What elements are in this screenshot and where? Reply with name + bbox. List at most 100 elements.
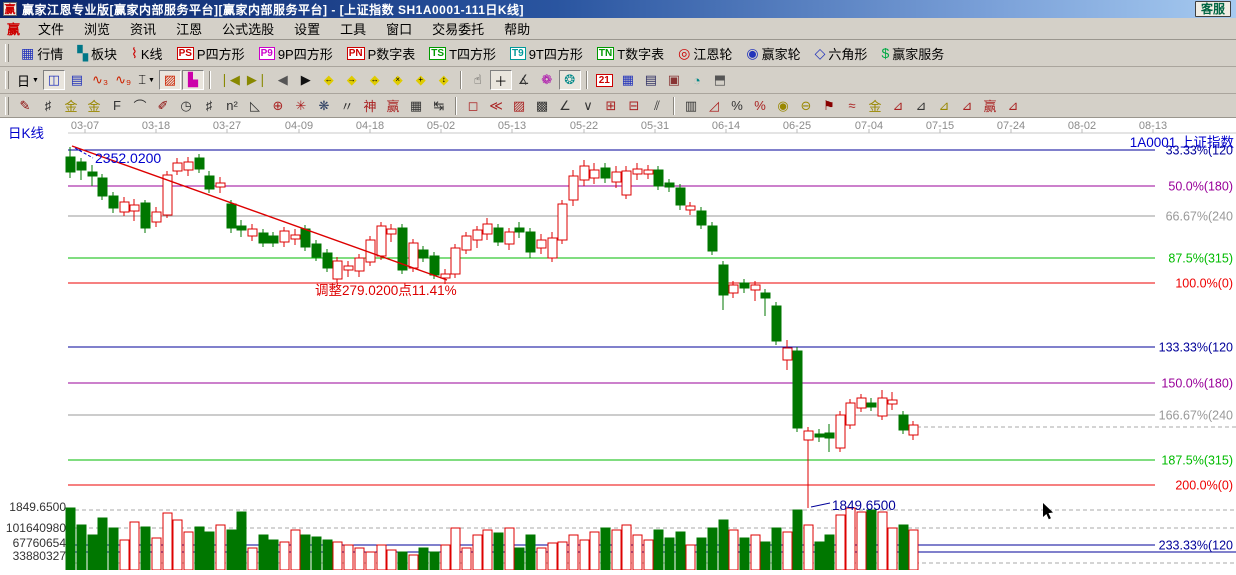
ruler-lines-icon[interactable]: ♯ [198,96,220,116]
candle[interactable] [782,347,793,361]
sectors-button[interactable]: ▚ 板块 [71,41,123,66]
gold-circle-icon[interactable]: ◉ [772,96,794,116]
world-clock-icon[interactable]: ◔ [686,70,708,90]
volume-bar[interactable] [151,537,162,571]
n-square-icon[interactable]: n² [221,96,243,116]
gann-lines-icon[interactable]: ♯ [37,96,59,116]
menu-item-2[interactable]: 资讯 [130,22,157,37]
winner-service-button[interactable]: $ 赢家服务 [875,41,950,66]
v-lines-icon[interactable]: ∨ [577,96,599,116]
toolbar-grip[interactable] [5,71,9,89]
candle[interactable] [97,177,108,197]
volume-bar[interactable] [845,507,856,571]
candle[interactable] [877,397,888,417]
candle[interactable] [536,239,547,249]
volume-bar[interactable] [183,531,194,571]
candle[interactable] [568,175,579,201]
p-number-table-button[interactable]: PN P数字表 [341,41,422,66]
shape-tool-icon[interactable]: ❁ [536,70,558,90]
volume-bar[interactable] [376,544,387,571]
f-lines-icon[interactable]: F [106,96,128,116]
toolbar-grip[interactable] [5,44,9,62]
volume-bar[interactable] [803,524,814,571]
kline-button[interactable]: ⌇ K线 [125,41,169,66]
volume-bar[interactable] [814,541,825,571]
candle[interactable] [856,397,867,409]
candle[interactable] [589,169,600,179]
volume-bar[interactable] [898,524,909,571]
volume-bar[interactable] [653,529,664,571]
candle[interactable] [653,169,664,187]
volume-bar[interactable] [386,549,397,571]
volume-bar[interactable] [204,531,215,571]
calendar-icon[interactable]: 21 [593,70,616,90]
info-panel-icon[interactable]: ▤ [66,70,88,90]
ninep-square-button[interactable]: P9 9P四方形 [253,41,339,66]
shen-tool-icon[interactable]: 神 [359,96,381,116]
volume-bar[interactable] [685,544,696,571]
candle[interactable] [397,227,408,271]
candle[interactable] [311,243,322,258]
candle[interactable] [739,282,750,289]
candle[interactable] [172,162,183,172]
pen-tool-icon[interactable]: ✎ [14,96,36,116]
menu-item-8[interactable]: 交易委托 [432,22,485,37]
candle[interactable] [87,171,98,177]
candle[interactable] [472,229,483,241]
volume-bar[interactable] [236,511,247,571]
volume-bar[interactable] [87,534,98,571]
trendline[interactable] [71,145,448,281]
angle-lines-icon[interactable]: ∠ [554,96,576,116]
time-circle-icon[interactable]: ◷ [175,96,197,116]
gann-fan-icon[interactable]: ⊕ [267,96,289,116]
volume-bar[interactable] [611,529,622,571]
toolbar-grip[interactable] [5,96,9,115]
candle[interactable] [140,202,151,229]
volume-bar[interactable] [643,539,654,571]
candle[interactable] [887,399,898,405]
volume-bar[interactable] [718,519,729,571]
candle[interactable] [322,252,333,269]
menu-item-5[interactable]: 设置 [294,22,321,37]
candle[interactable] [908,424,919,436]
hexagon-button[interactable]: ◇ 六角形 [809,41,874,66]
volume-bar[interactable] [268,539,279,571]
volume-bar[interactable] [600,527,611,571]
volume-bar[interactable] [739,537,750,571]
volume-bar[interactable] [835,514,846,571]
quotes-button[interactable]: ▦ 行情 [15,41,69,66]
candle[interactable] [183,161,194,171]
fan-red-icon[interactable]: ≪ [485,96,507,116]
volume-bar[interactable] [504,527,515,571]
volume-bar[interactable] [279,541,290,571]
candle[interactable] [685,205,696,211]
span-arrow-icon[interactable]: ↹ [428,96,450,116]
volume-bar[interactable] [258,534,269,571]
menu-item-9[interactable]: 帮助 [504,22,531,37]
compress-horizontal-icon[interactable]: ◆ ↔ [364,70,386,90]
volume-bar[interactable] [728,529,739,571]
volume-bar[interactable] [440,544,451,571]
volume-bar[interactable] [568,534,579,571]
kline-chart[interactable]: 03-07 03-18 03-27 04-09 04-18 05-02 05-13 05-22… [0,118,1236,571]
ying-tool-icon[interactable]: 赢 [382,96,404,116]
candle[interactable] [354,257,365,272]
candle[interactable] [408,242,419,269]
gold-angle-icon[interactable]: ⊿ [933,96,955,116]
volume-bar[interactable] [97,517,108,571]
volume-bar[interactable] [461,547,472,571]
candle[interactable] [290,234,301,240]
candle[interactable] [600,167,611,179]
flag-pen-icon[interactable]: ⚑ [818,96,840,116]
step-angle-icon[interactable]: ⊿ [956,96,978,116]
candle[interactable] [696,210,707,226]
speed-lines-icon[interactable]: 〃 [336,96,358,116]
candle[interactable] [429,255,440,276]
four-angle-icon[interactable]: ⊿ [1002,96,1024,116]
candle[interactable] [514,227,525,233]
pan-left-diamond-icon[interactable]: ◆ ← [318,70,340,90]
candle[interactable] [664,182,675,188]
volume-bar[interactable] [887,527,898,571]
volume-bar[interactable] [215,524,226,571]
expand-vertical-icon[interactable]: ◆ ↕ [433,70,455,90]
